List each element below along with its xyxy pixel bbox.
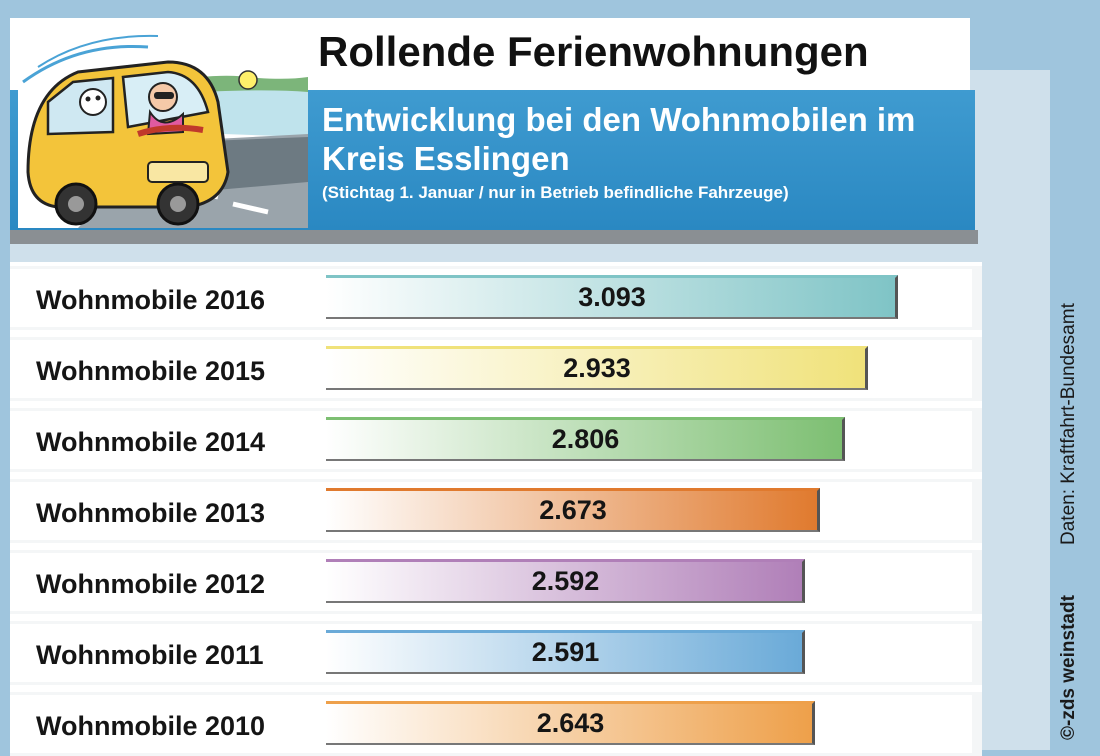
- bar: [326, 417, 845, 461]
- category-label: Wohnmobile 2015: [36, 356, 266, 386]
- camper-van-dog-driver-illustration: [18, 22, 308, 228]
- bar: [326, 275, 898, 319]
- category-label: Wohnmobile 2013: [36, 498, 266, 528]
- chart-subtitle: Entwicklung bei den Wohnmobilen im Kreis…: [322, 101, 916, 177]
- category-label: Wohnmobile 2010: [36, 711, 266, 741]
- bar: [326, 346, 868, 390]
- category-label: Wohnmobile 2016: [36, 285, 266, 315]
- banner-shadow: [10, 230, 978, 244]
- category-label: Wohnmobile 2014: [36, 427, 266, 457]
- image-credit: ©-zds weinstadt: [1058, 595, 1079, 740]
- bar-value-label: 2.806: [551, 424, 620, 454]
- bar-value-label: 3.093: [578, 282, 646, 312]
- bar: [326, 630, 805, 674]
- bar: [326, 488, 820, 532]
- category-label: Wohnmobile 2012: [36, 569, 266, 599]
- bar-value-label: 2.933: [563, 353, 631, 383]
- bar-value-label: 2.643: [536, 708, 605, 738]
- chart-note: (Stichtag 1. Januar / nur in Betrieb bef…: [322, 183, 789, 202]
- bar: [326, 559, 805, 603]
- bar-value-label: 2.591: [531, 637, 600, 667]
- chart-title: Rollende Ferienwohnungen: [318, 28, 869, 75]
- category-label: Wohnmobile 2011: [36, 640, 264, 670]
- bar-value-label: 2.673: [539, 495, 607, 525]
- bar-value-label: 2.592: [531, 566, 600, 596]
- data-source: Daten: Kraftfahrt-Bundesamt: [1058, 303, 1079, 545]
